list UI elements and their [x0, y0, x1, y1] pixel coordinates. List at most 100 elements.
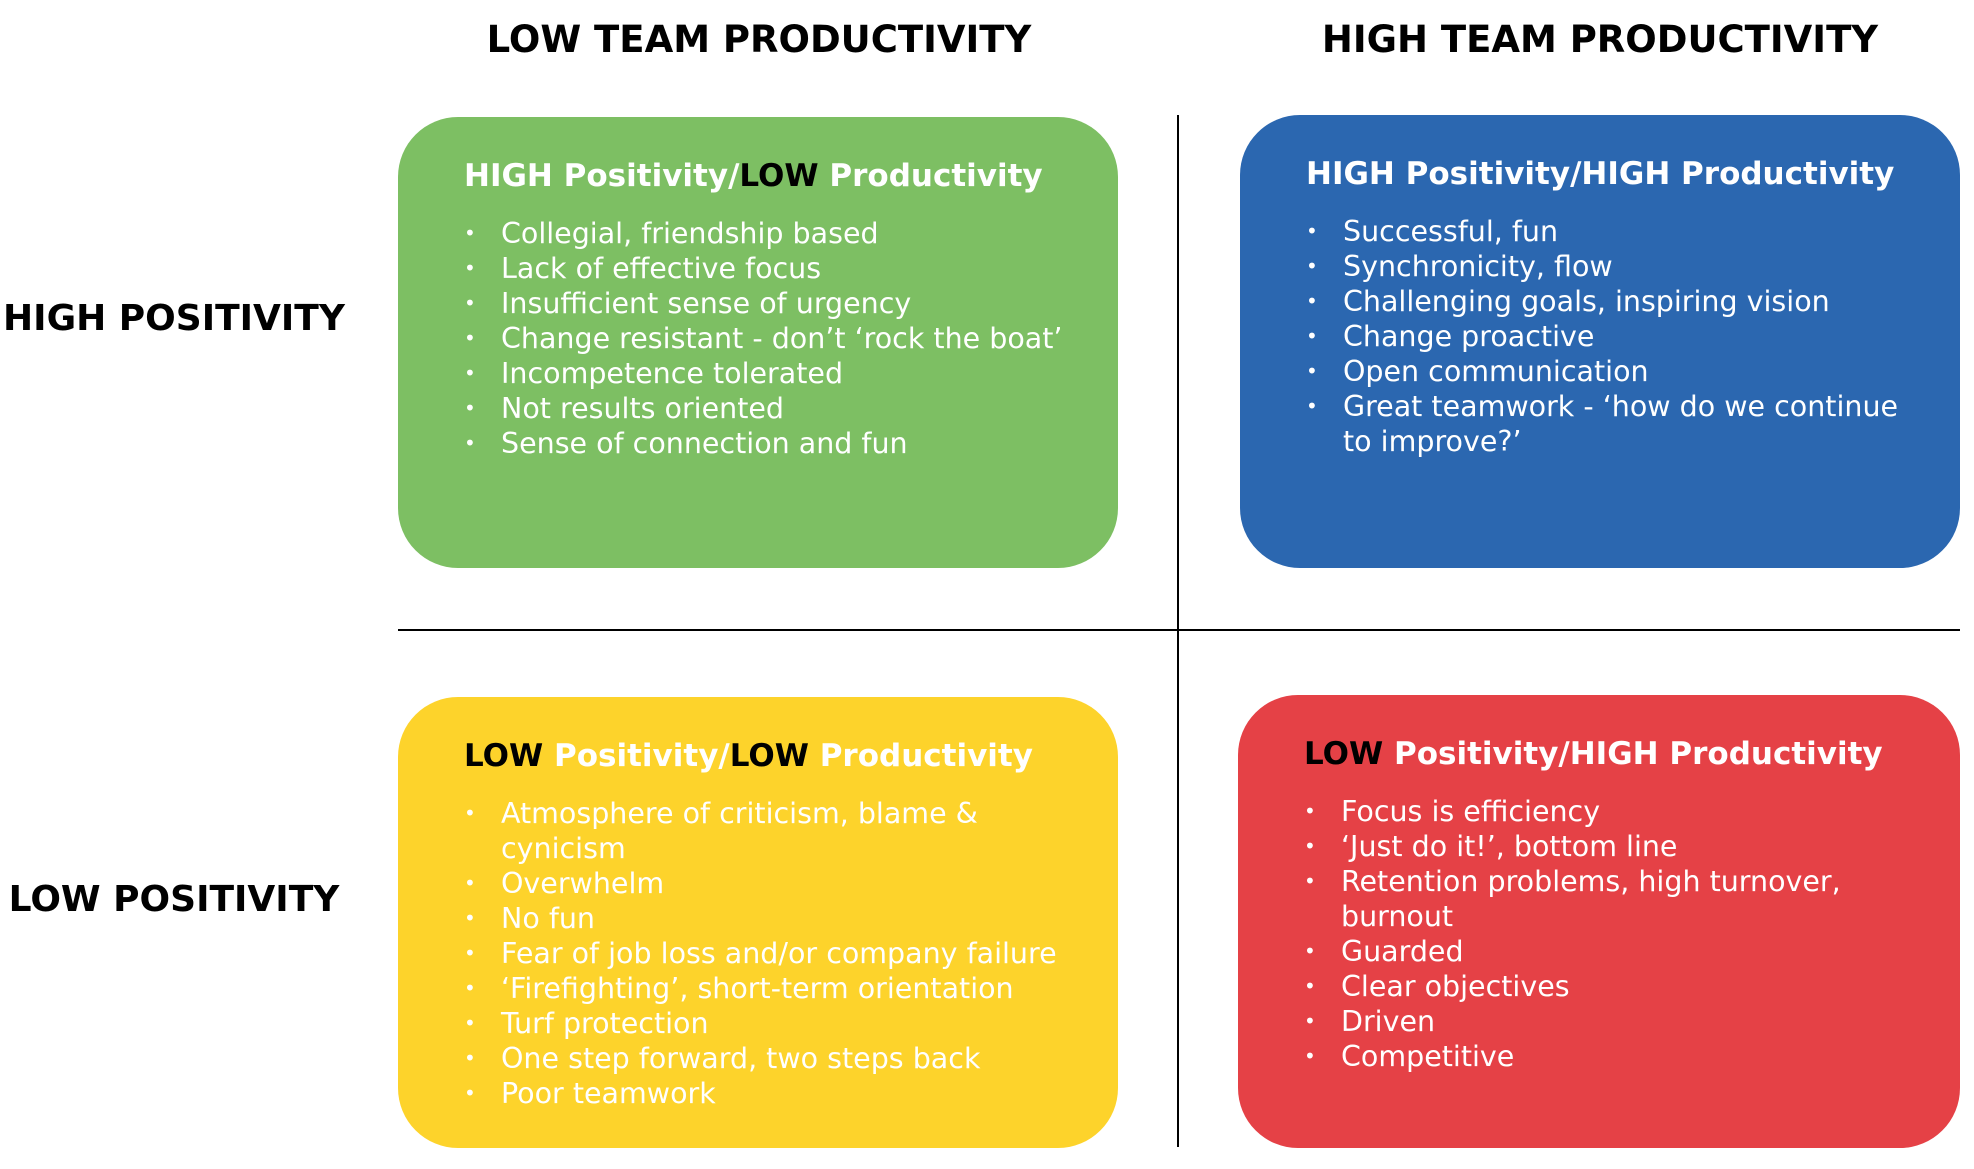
quadrant-title: LOW Positivity/HIGH Productivity	[1304, 733, 1920, 776]
list-item-text: Great teamwork - ‘how do we continue to …	[1343, 390, 1899, 459]
bullet-icon: •	[1306, 359, 1318, 384]
column-header-high-productivity: HIGH TEAM PRODUCTIVITY	[1321, 18, 1879, 61]
bullet-icon: •	[1306, 289, 1318, 314]
bullet-icon: •	[1306, 219, 1318, 244]
list-item-text: Incompetence tolerated	[501, 357, 844, 391]
list-item-text: Successful, fun	[1343, 215, 1559, 249]
list-item: • Overwhelm	[464, 866, 1078, 901]
bullet-icon: •	[464, 941, 476, 966]
list-item: • Great teamwork - ‘how do we continue to…	[1306, 389, 1920, 459]
title-positivity-level: HIGH	[464, 158, 553, 194]
quadrant-list: • Successful, fun • Synchronicity, flow • Cha…	[1306, 214, 1920, 459]
list-item: • Fear of job loss and/or company failure	[464, 936, 1078, 971]
list-item: • Insufficient sense of urgency	[464, 286, 1078, 321]
title-positivity-word: Positivity/	[543, 738, 730, 774]
list-item-text: Insufficient sense of urgency	[501, 287, 912, 321]
bullet-icon: •	[1304, 939, 1316, 964]
title-positivity-word: Positivity/	[552, 158, 740, 194]
quadrant-title: LOW Positivity/LOW Productivity	[464, 735, 1078, 778]
list-item-text: Poor teamwork	[501, 1077, 716, 1111]
bullet-icon: •	[464, 976, 476, 1001]
list-item-text: Change proactive	[1343, 320, 1595, 354]
list-item-text: Clear objectives	[1341, 970, 1570, 1004]
list-item: • Open communication	[1306, 354, 1920, 389]
list-item-text: Synchronicity, flow	[1343, 250, 1613, 284]
bullet-icon: •	[464, 221, 476, 246]
title-productivity-level: HIGH	[1569, 736, 1659, 772]
list-item-text: Atmosphere of criticism, blame & cynicis…	[501, 797, 978, 866]
title-productivity-level: HIGH	[1581, 156, 1671, 192]
bullet-icon: •	[464, 361, 476, 386]
quadrant-low-positivity-high-productivity: LOW Positivity/HIGH Productivity • Focus …	[1238, 695, 1960, 1148]
list-item: • No fun	[464, 901, 1078, 936]
list-item-text: Challenging goals, inspiring vision	[1343, 285, 1830, 319]
list-item: • Poor teamwork	[464, 1076, 1078, 1111]
title-productivity-word: Productivity	[808, 738, 1033, 774]
bullet-icon: •	[464, 396, 476, 421]
bullet-icon: •	[1306, 254, 1318, 279]
bullet-icon: •	[464, 431, 476, 456]
vertical-axis-line	[1177, 115, 1179, 1147]
list-item: • Atmosphere of criticism, blame & cynici…	[464, 796, 1078, 866]
list-item-text: Focus is efficiency	[1341, 795, 1601, 829]
list-item: • Lack of effective focus	[464, 251, 1078, 286]
list-item-text: Change resistant - don’t ‘rock the boat’	[501, 322, 1063, 356]
quadrant-title: HIGH Positivity/HIGH Productivity	[1306, 153, 1920, 196]
list-item-text: Overwhelm	[501, 867, 665, 901]
list-item-text: Retention problems, high turnover, burno…	[1341, 865, 1841, 934]
list-item: • Synchronicity, flow	[1306, 249, 1920, 284]
horizontal-axis-line	[398, 629, 1960, 631]
list-item-text: Driven	[1341, 1005, 1436, 1039]
bullet-icon: •	[464, 291, 476, 316]
title-positivity-level: LOW	[464, 738, 544, 774]
list-item: • Driven	[1304, 1004, 1920, 1039]
title-productivity-word: Productivity	[1658, 736, 1883, 772]
list-item: • Change resistant - don’t ‘rock the boat…	[464, 321, 1078, 356]
list-item: • Guarded	[1304, 934, 1920, 969]
title-positivity-level: HIGH	[1306, 156, 1395, 192]
list-item-text: Open communication	[1343, 355, 1649, 389]
list-item-text: Turf protection	[501, 1007, 709, 1041]
list-item-text: One step forward, two steps back	[501, 1042, 981, 1076]
bullet-icon: •	[1306, 394, 1318, 419]
bullet-icon: •	[1304, 1009, 1316, 1034]
quadrant-high-positivity-low-productivity: HIGH Positivity/LOW Productivity • Colleg…	[398, 117, 1118, 568]
list-item: • Collegial, friendship based	[464, 216, 1078, 251]
bullet-icon: •	[464, 256, 476, 281]
title-positivity-word: Positivity/	[1383, 736, 1570, 772]
bullet-icon: •	[464, 871, 476, 896]
title-productivity-word: Productivity	[1670, 156, 1895, 192]
list-item: • Competitive	[1304, 1039, 1920, 1074]
bullet-icon: •	[464, 326, 476, 351]
list-item-text: ‘Just do it!’, bottom line	[1341, 830, 1678, 864]
quadrant-title: HIGH Positivity/LOW Productivity	[464, 155, 1078, 198]
bullet-icon: •	[1304, 869, 1316, 894]
quadrant-list: • Atmosphere of criticism, blame & cynici…	[464, 796, 1078, 1111]
bullet-icon: •	[464, 1046, 476, 1071]
list-item-text: Competitive	[1341, 1040, 1515, 1074]
list-item: • Turf protection	[464, 1006, 1078, 1041]
bullet-icon: •	[1304, 799, 1316, 824]
quadrant-list: • Focus is efficiency • ‘Just do it!’, bott…	[1304, 794, 1920, 1074]
bullet-icon: •	[464, 801, 476, 826]
column-header-low-productivity: LOW TEAM PRODUCTIVITY	[486, 18, 1032, 61]
bullet-icon: •	[464, 1011, 476, 1036]
list-item: • Change proactive	[1306, 319, 1920, 354]
title-productivity-level: LOW	[729, 738, 809, 774]
list-item-text: Collegial, friendship based	[501, 217, 879, 251]
row-header-low-positivity: LOW POSITIVITY	[8, 879, 340, 920]
list-item: • Retention problems, high turnover, burn…	[1304, 864, 1920, 934]
bullet-icon: •	[1306, 324, 1318, 349]
list-item-text: ‘Firefighting’, short-term orientation	[501, 972, 1014, 1006]
list-item: • Successful, fun	[1306, 214, 1920, 249]
row-header-high-positivity: HIGH POSITIVITY	[3, 298, 345, 339]
list-item: • Challenging goals, inspiring vision	[1306, 284, 1920, 319]
list-item-text: Fear of job loss and/or company failure	[501, 937, 1057, 971]
list-item: • ‘Just do it!’, bottom line	[1304, 829, 1920, 864]
list-item-text: Sense of connection and fun	[501, 427, 908, 461]
list-item: • One step forward, two steps back	[464, 1041, 1078, 1076]
bullet-icon: •	[1304, 1044, 1316, 1069]
bullet-icon: •	[1304, 834, 1316, 859]
bullet-icon: •	[464, 1081, 476, 1106]
list-item-text: Not results oriented	[501, 392, 784, 426]
